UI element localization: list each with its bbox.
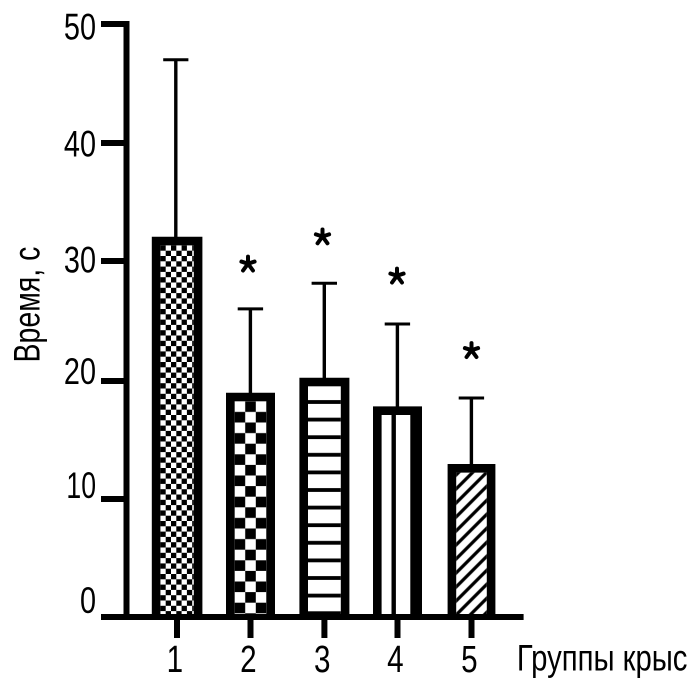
svg-text:5: 5 xyxy=(461,639,477,681)
svg-text:Группы крыс: Группы крыс xyxy=(517,638,688,679)
svg-text:30: 30 xyxy=(64,240,96,281)
svg-text:20: 20 xyxy=(64,352,96,393)
svg-text:10: 10 xyxy=(66,465,96,506)
svg-text:4: 4 xyxy=(387,639,403,681)
svg-text:0: 0 xyxy=(80,581,96,622)
svg-text:2: 2 xyxy=(240,639,256,681)
svg-text:3: 3 xyxy=(314,639,330,681)
svg-text:40: 40 xyxy=(64,124,96,165)
svg-text:50: 50 xyxy=(64,7,96,48)
svg-text:Время, с: Время, с xyxy=(6,247,47,363)
svg-text:1: 1 xyxy=(167,639,183,681)
